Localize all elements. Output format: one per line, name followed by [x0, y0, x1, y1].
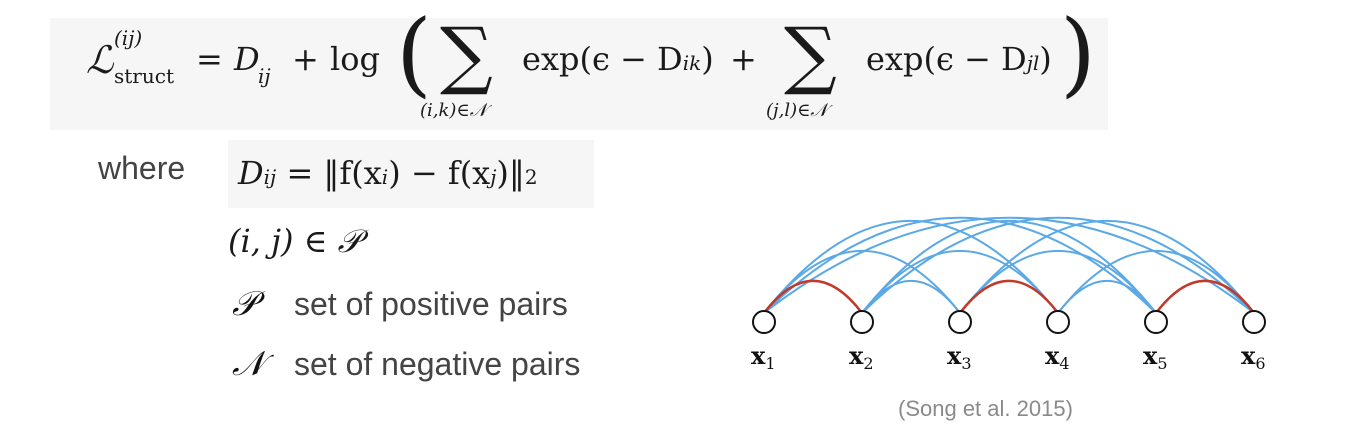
- negative-edge-1-4: [763, 220, 1059, 314]
- distance-term-subscript: ij: [258, 64, 271, 88]
- node-6: [1242, 310, 1266, 334]
- sum1-limit: (i,k)∈𝒩: [420, 100, 487, 121]
- negative-edge-2-6: [861, 216, 1255, 314]
- close-paren: ): [1060, 0, 1096, 107]
- negative-edge-1-3: [763, 250, 961, 314]
- exp-term-2: exp(ϵ − Djl): [866, 40, 1052, 78]
- sum-symbol-1: ∑: [440, 12, 493, 98]
- distance-term: D: [234, 40, 260, 78]
- distance-def-box: [228, 140, 594, 208]
- negative-edge-4-6: [1057, 250, 1255, 314]
- negative-set-symbol: 𝒩: [232, 344, 265, 384]
- sum-symbol-2: ∑: [784, 12, 837, 98]
- positive-set-symbol: 𝒫: [232, 284, 257, 324]
- exp-term-1: exp(ϵ − Dik): [522, 40, 714, 78]
- node-label-2: x2: [849, 341, 874, 373]
- loss-symbol: ℒ: [86, 38, 114, 82]
- node-2: [850, 310, 874, 334]
- negative-edge-3-5: [959, 250, 1157, 314]
- positive-edge-1-2: [763, 279, 863, 314]
- negative-edge-2-5: [861, 220, 1157, 314]
- negative-edge-1-6: [763, 216, 1255, 314]
- negative-edge-2-4: [861, 250, 1059, 314]
- node-label-4: x4: [1045, 341, 1070, 373]
- negative-set-description: set of negative pairs: [294, 346, 581, 382]
- citation: (Song et al. 2015): [898, 396, 1073, 421]
- loss-subscript: struct: [114, 64, 174, 88]
- equals-sign: =: [196, 40, 223, 78]
- open-paren: (: [396, 0, 432, 107]
- where-label: where: [98, 150, 186, 186]
- positive-pair-definition: (i, j) ∈ 𝒫: [228, 222, 361, 260]
- node-5: [1144, 310, 1168, 334]
- negative-edge-1-5: [763, 216, 1157, 314]
- positive-edge-5-6: [1155, 279, 1255, 314]
- loss-superscript: (ij): [114, 26, 143, 50]
- node-1: [752, 310, 776, 334]
- node-label-5: x5: [1143, 341, 1168, 373]
- node-label-6: x6: [1241, 341, 1266, 373]
- plus-sign: +: [292, 40, 319, 78]
- log-operator: log: [330, 40, 380, 78]
- node-3: [948, 310, 972, 334]
- node-4: [1046, 310, 1070, 334]
- positive-edge-3-4: [959, 279, 1059, 314]
- positive-set-description: set of positive pairs: [294, 286, 568, 322]
- node-label-1: x1: [751, 341, 776, 373]
- plus-sign-2: +: [730, 40, 757, 78]
- loss-formula-box: [50, 18, 1108, 130]
- node-label-3: x3: [947, 341, 972, 373]
- distance-definition: Dij = ‖f(xi) − f(xj)‖2: [238, 154, 538, 192]
- negative-edge-3-6: [959, 220, 1255, 314]
- loss-lhs: ℒ: [86, 38, 113, 82]
- sum2-limit: (j,l)∈𝒩: [766, 100, 828, 121]
